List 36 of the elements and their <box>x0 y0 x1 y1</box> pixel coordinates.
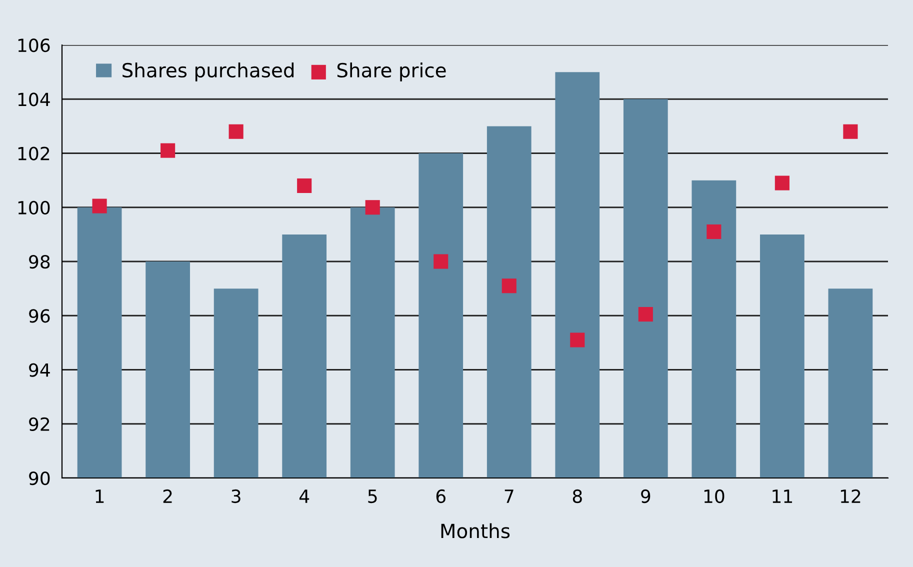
point <box>160 143 176 158</box>
legend-label: Shares purchased <box>122 62 294 82</box>
y-tick-label: 92 <box>29 417 50 431</box>
y-tick-label: 94 <box>29 363 50 377</box>
point <box>774 176 790 190</box>
x-tick-label: 9 <box>641 489 650 504</box>
y-tick-label: 104 <box>18 92 50 106</box>
y-tick-label: 98 <box>29 254 50 269</box>
y-tick-label: 100 <box>18 200 50 214</box>
point <box>92 198 107 214</box>
y-tick-label: 90 <box>29 471 50 486</box>
point <box>570 332 585 348</box>
x-tick-label: 6 <box>436 489 446 504</box>
x-axis-title: Months <box>441 523 510 538</box>
x-tick-label: 1 <box>96 490 104 503</box>
point <box>638 306 653 322</box>
x-tick-label: 10 <box>704 489 724 504</box>
x-tick-label: 5 <box>368 490 377 504</box>
x-tick-label: 11 <box>772 490 792 503</box>
point <box>502 278 516 294</box>
x-tick-label: 4 <box>299 490 310 503</box>
x-tick-label: 7 <box>504 490 514 503</box>
y-tick-label: 102 <box>18 146 50 160</box>
x-tick-label: 12 <box>840 489 860 503</box>
x-tick-label: 2 <box>163 489 172 503</box>
x-tick-label: 3 <box>232 489 240 504</box>
point <box>706 224 722 240</box>
point <box>297 178 312 194</box>
point <box>843 124 858 139</box>
y-tick-label: 106 <box>18 38 50 52</box>
point <box>365 200 380 215</box>
point <box>434 254 448 269</box>
legend-label: Share price <box>337 62 446 82</box>
x-tick-label: 8 <box>572 489 582 504</box>
y-tick-label: 96 <box>29 309 50 323</box>
point <box>228 124 244 139</box>
